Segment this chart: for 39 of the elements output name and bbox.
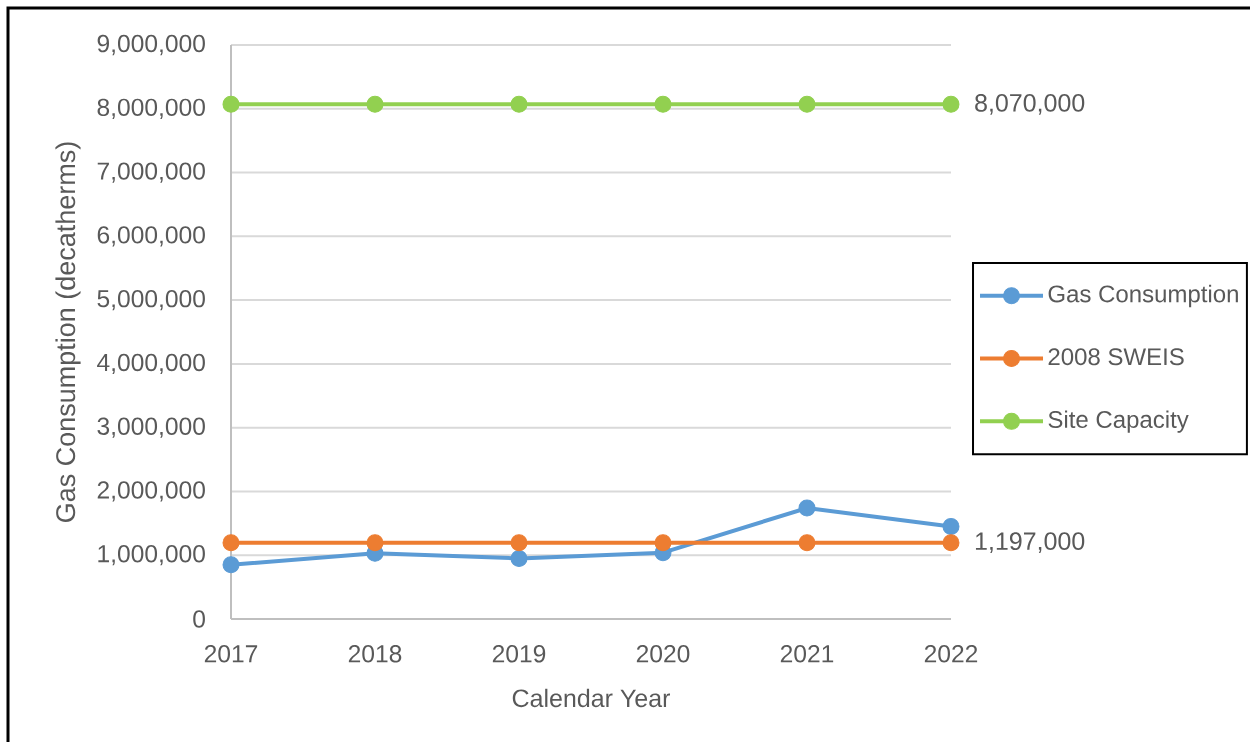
y-tick-label: 7,000,000 (97, 162, 205, 183)
point (510, 95, 528, 113)
y-tick-label: 5,000,000 (97, 289, 205, 311)
data-label: 8,070,000 (975, 94, 1085, 115)
y-tick-label: 2,000,000 (97, 481, 205, 502)
point (222, 534, 240, 552)
point (654, 534, 672, 552)
y-tick-label: 9,000,000 (97, 34, 205, 56)
y-axis-title: Gas Consumption (decatherms) (55, 142, 81, 522)
point (798, 95, 816, 113)
point (366, 95, 384, 113)
x-axis-title: Calendar Year (512, 688, 671, 708)
y-tick-label: 3,000,000 (97, 417, 205, 438)
legend-label: Gas Consumption (1048, 284, 1238, 308)
x-tick-label: 2017 (204, 645, 258, 663)
point (798, 499, 816, 517)
y-tick-label: 8,000,000 (97, 98, 205, 119)
point (510, 549, 528, 567)
x-tick-label: 2019 (492, 645, 546, 663)
point (654, 95, 672, 113)
x-tick-label: 2018 (348, 645, 402, 663)
point (942, 95, 960, 113)
legend-label: Site Capacity (1048, 410, 1189, 433)
point (222, 556, 240, 574)
x-tick-label: 2020 (636, 645, 690, 663)
point (942, 518, 960, 536)
y-tick-label: 1,000,000 (98, 545, 205, 566)
y-tick-label: 4,000,000 (97, 353, 205, 375)
data-label: 1,197,000 (975, 532, 1085, 553)
point (798, 534, 816, 552)
x-tick-label: 2022 (924, 645, 978, 663)
point (222, 95, 240, 113)
point (942, 534, 960, 552)
x-tick-label: 2021 (780, 645, 834, 663)
y-tick-label: 0 (193, 610, 205, 628)
legend-label: 2008 SWEIS (1048, 348, 1184, 366)
point (366, 534, 384, 552)
point (510, 534, 528, 552)
y-tick-label: 6,000,000 (97, 226, 205, 247)
